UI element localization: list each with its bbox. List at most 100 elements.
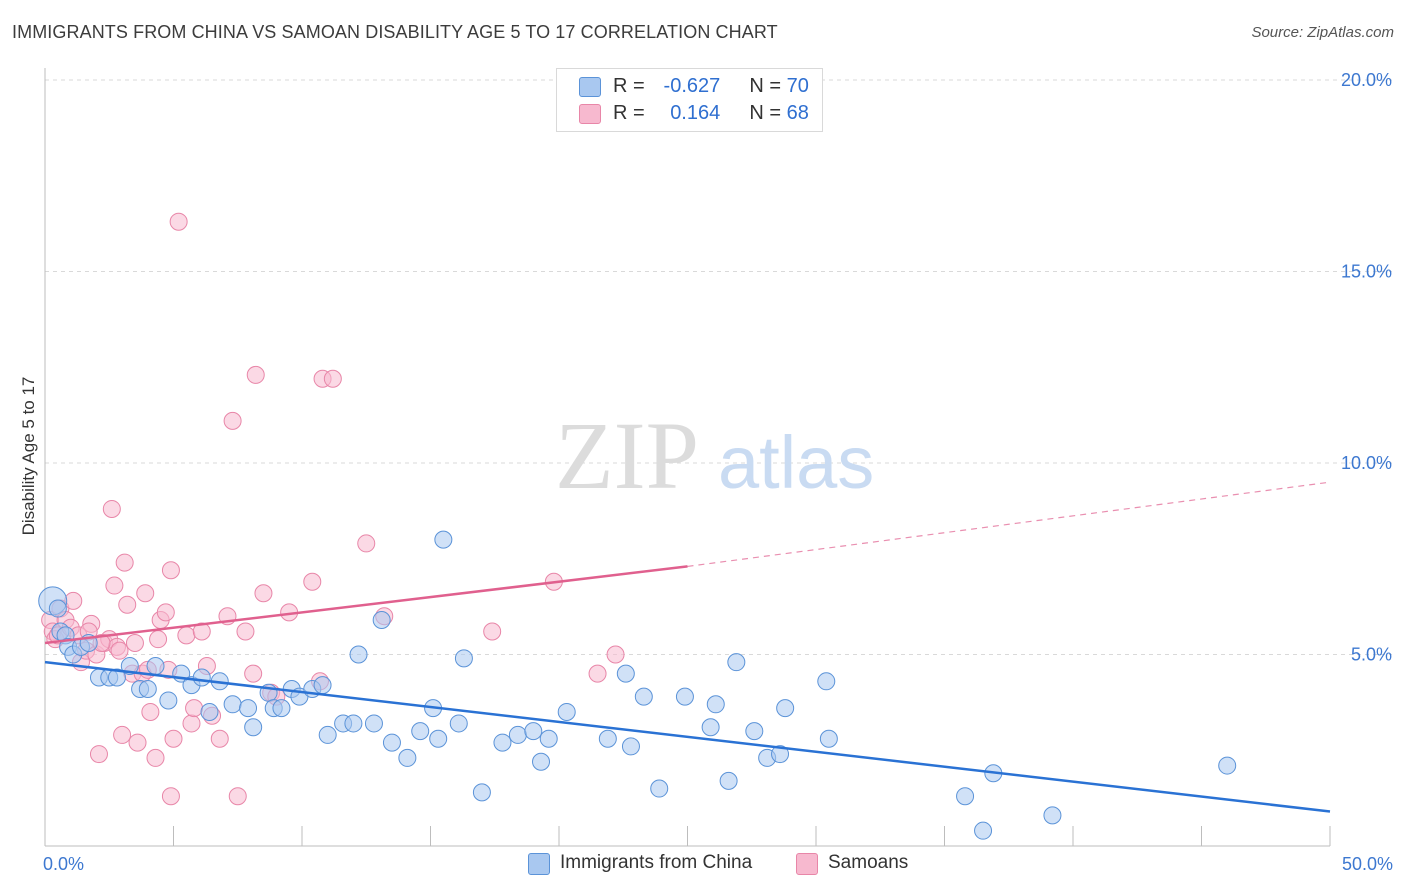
samoan-trend-extension [687, 481, 1331, 568]
y-tick-label: 5.0% [1351, 645, 1392, 665]
x-tick-label: 0.0% [43, 854, 84, 874]
china-point [493, 733, 512, 752]
samoan-point [64, 591, 83, 610]
china-point [429, 729, 448, 748]
samoan-point [125, 634, 144, 653]
samoan-point [141, 702, 160, 721]
samoan-point [89, 745, 108, 764]
samoan-point [236, 622, 255, 641]
samoan-swatch-icon [579, 104, 601, 124]
china-point [146, 656, 165, 675]
china-point [411, 722, 430, 741]
samoan-point [161, 561, 180, 580]
china-point [454, 649, 473, 668]
legend-r-value: -0.627 [663, 75, 721, 97]
china-point [701, 718, 720, 737]
china-point [1043, 806, 1062, 825]
samoan-point [102, 499, 121, 518]
samoan-point [182, 714, 201, 733]
legend-label-china: Immigrants from China [560, 852, 753, 873]
samoan-trend-line [44, 565, 688, 645]
china-point [398, 748, 417, 767]
axes [44, 68, 1331, 847]
samoan-point [136, 584, 155, 603]
samoan-point [357, 534, 376, 553]
x-tick-label: 50.0% [1342, 854, 1393, 874]
samoan-point [156, 603, 175, 622]
china-point [819, 729, 838, 748]
watermark-zip: ZIP [555, 402, 699, 509]
china-point [472, 783, 491, 802]
china-point [634, 687, 653, 706]
china-point [120, 656, 139, 675]
china-point [107, 668, 126, 687]
china-point [372, 611, 391, 630]
china-point [539, 729, 558, 748]
china-point [598, 729, 617, 748]
china-point [508, 725, 527, 744]
legend-r-label: R = [613, 102, 645, 124]
china-point [621, 737, 640, 756]
legend-label-samoans: Samoans [828, 852, 909, 873]
samoan-point [115, 553, 134, 572]
china-point [817, 672, 836, 691]
watermark: ZIP atlas [555, 402, 874, 509]
china-point [650, 779, 669, 798]
tick-labels: 5.0% 10.0% 15.0% 20.0% 0.0% 50.0% [43, 70, 1393, 874]
samoan-point [113, 725, 132, 744]
legend-r-value: 0.164 [670, 102, 721, 124]
china-point [956, 787, 975, 806]
china-point [524, 722, 543, 741]
china-point [313, 676, 332, 695]
samoan-point [244, 664, 263, 683]
china-point [532, 752, 551, 771]
china-point [272, 699, 291, 718]
china-point [364, 714, 383, 733]
china-point [318, 725, 337, 744]
samoan-point [149, 630, 168, 649]
china-point [344, 714, 363, 733]
gridlines [45, 79, 1392, 655]
china-point [675, 687, 694, 706]
china-point [244, 718, 263, 737]
y-tick-label: 10.0% [1341, 453, 1392, 473]
watermark-atlas: atlas [718, 421, 874, 504]
china-point [727, 653, 746, 672]
samoan-point [606, 645, 625, 664]
samoan-point [483, 622, 502, 641]
samoan-point [323, 369, 342, 388]
samoan-point [192, 622, 211, 641]
china-point [449, 714, 468, 733]
china-trend-line [44, 660, 1331, 813]
china-point [223, 695, 242, 714]
samoan-point [110, 641, 129, 660]
samoan-point [128, 733, 147, 752]
trend-lines [44, 481, 1331, 813]
y-tick-label: 20.0% [1341, 70, 1392, 90]
china-point [159, 691, 178, 710]
china-point [719, 771, 738, 790]
source-credit: Source: ZipAtlas.com [1251, 24, 1394, 41]
samoan-point [210, 729, 229, 748]
china-point [616, 664, 635, 683]
samoan-point [588, 664, 607, 683]
china-point [974, 821, 993, 840]
samoan-point [177, 626, 196, 645]
china-point [1218, 756, 1237, 775]
china-swatch-icon [579, 77, 601, 97]
samoan-point [223, 411, 242, 430]
china-point [192, 668, 211, 687]
samoan-point [161, 787, 180, 806]
china-point [434, 530, 453, 549]
china-point [382, 733, 401, 752]
china-point [48, 599, 67, 618]
samoan-point [246, 365, 265, 384]
samoan-point [105, 576, 124, 595]
samoan-swatch-icon [796, 853, 818, 875]
china-point [200, 702, 219, 721]
samoan-point [228, 787, 247, 806]
samoan-point [118, 595, 137, 614]
legend-n-label: N = [749, 75, 782, 97]
samoan-point [169, 212, 188, 231]
